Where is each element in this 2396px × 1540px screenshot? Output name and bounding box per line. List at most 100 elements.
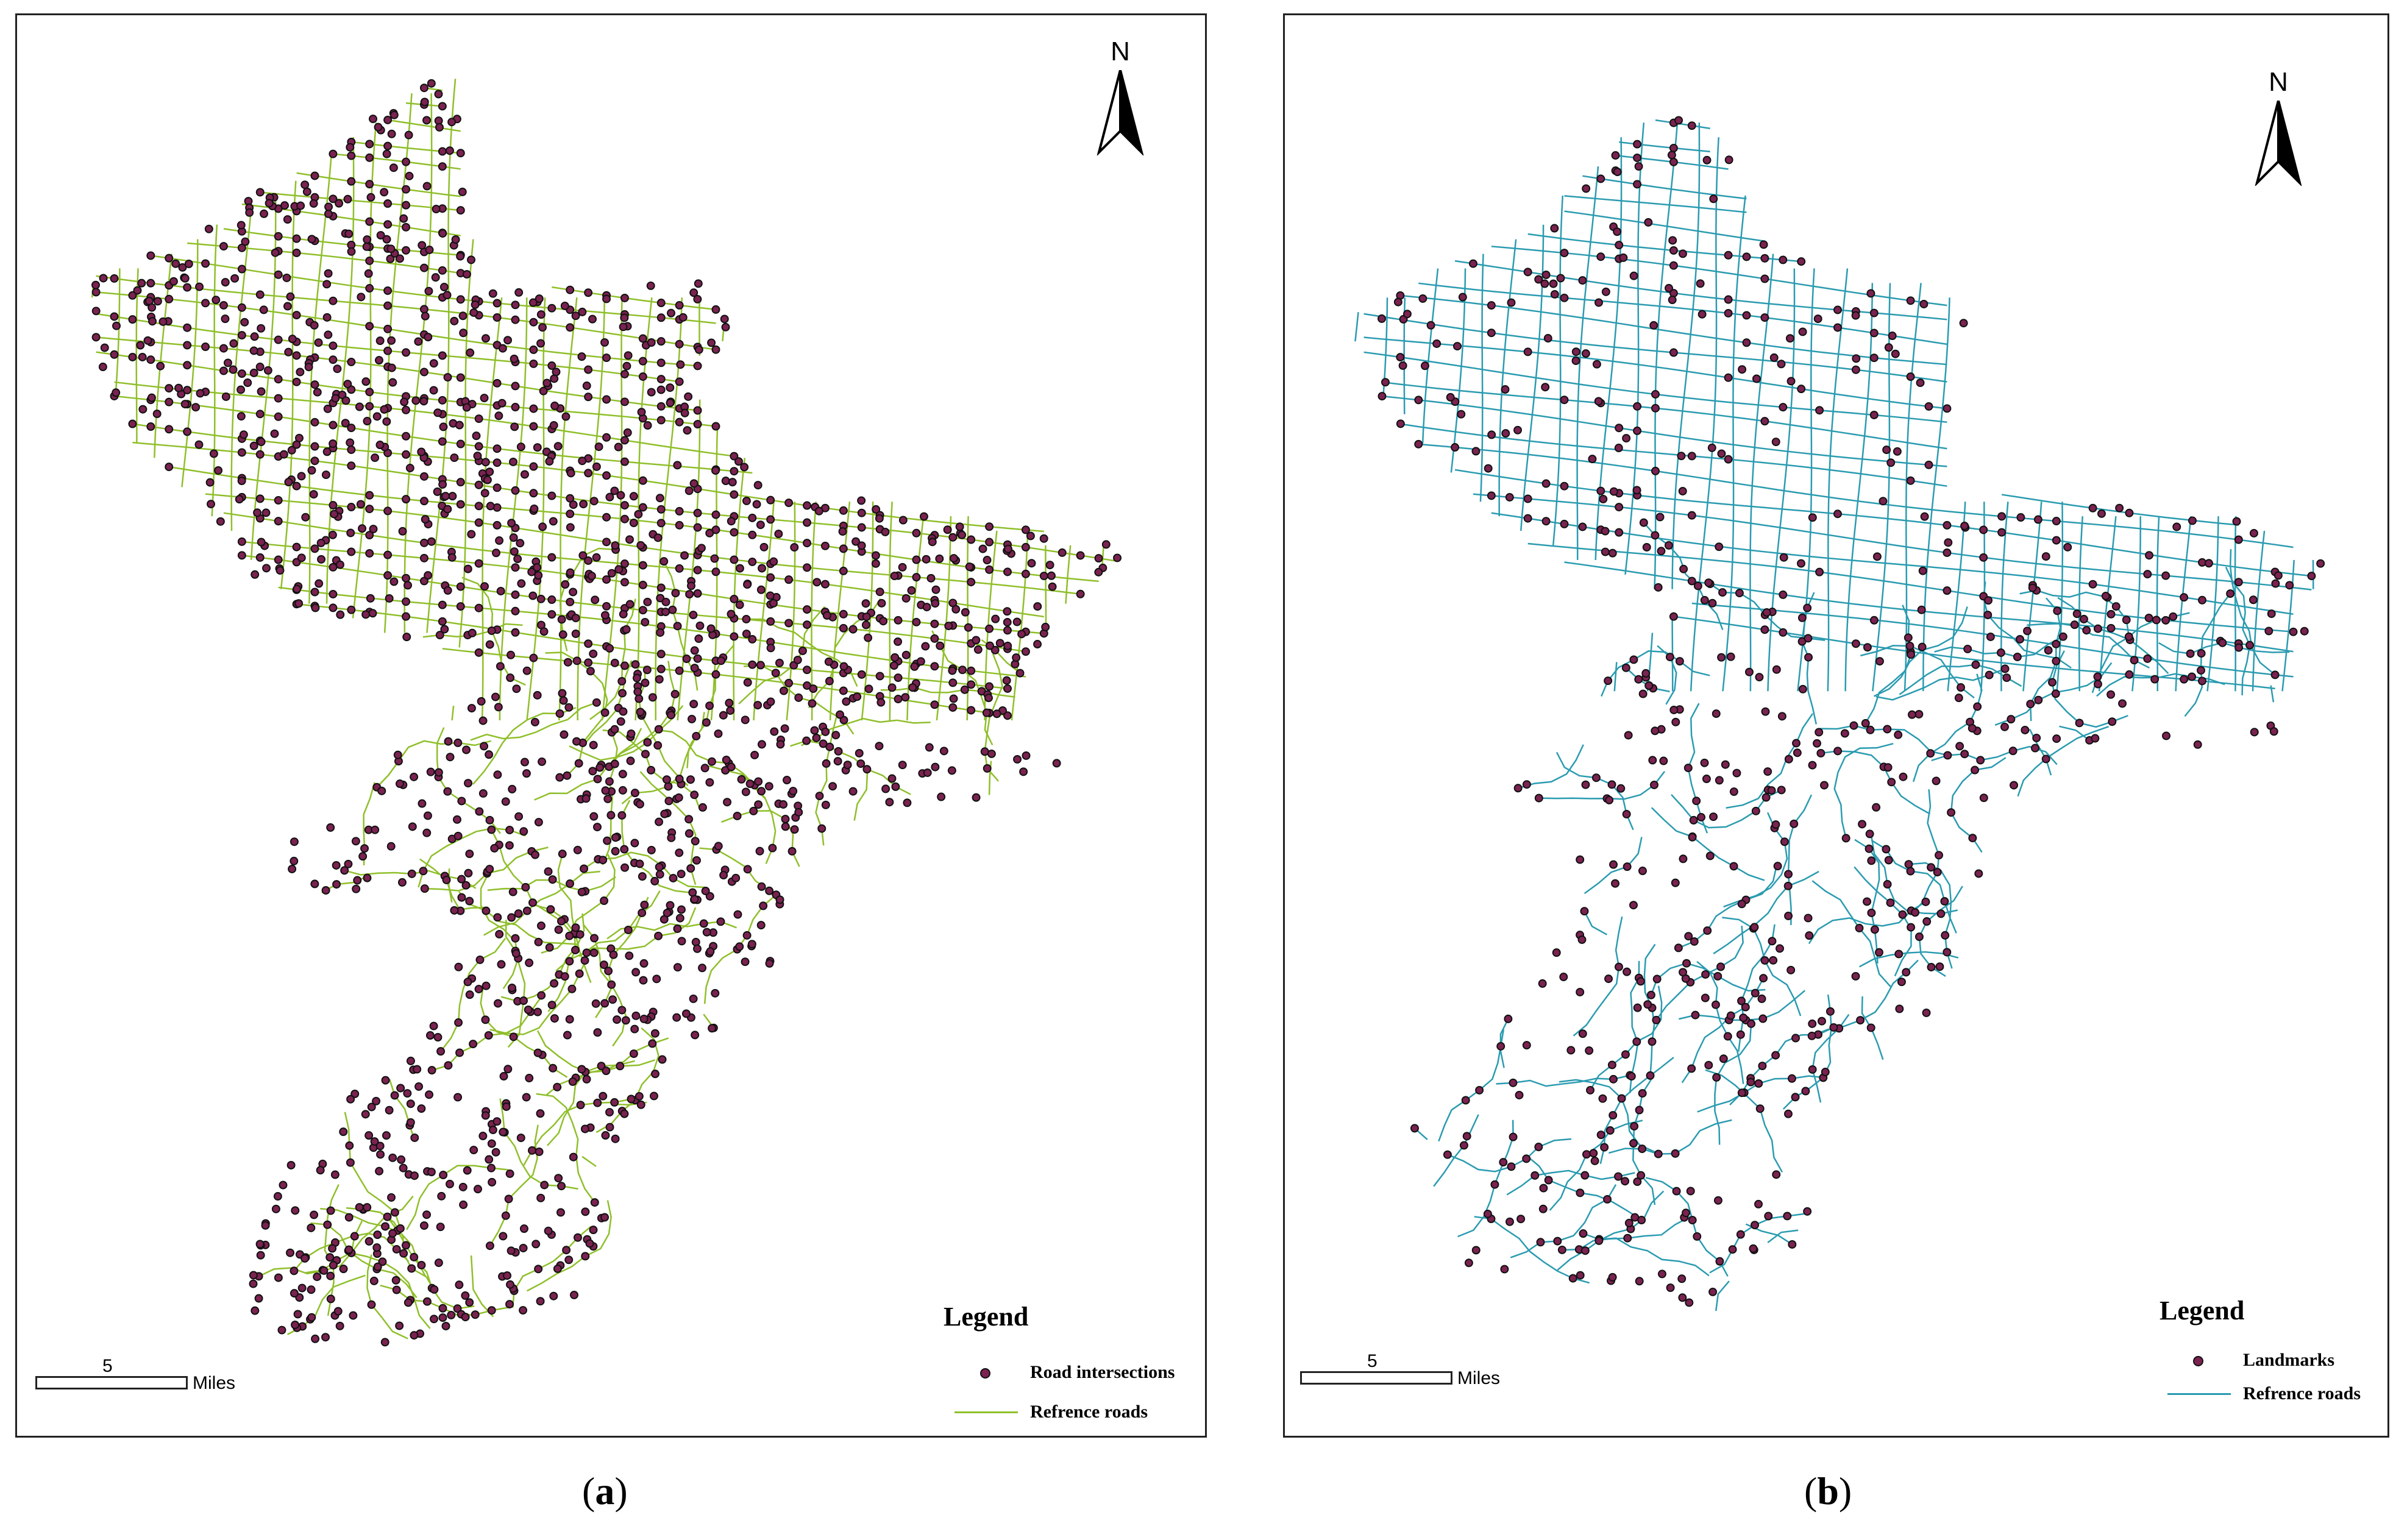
map-point [1665,283,1673,293]
map-point [1687,1064,1696,1073]
map-point [1905,642,1914,651]
map-point [1019,767,1028,776]
map-point [2088,503,2097,513]
map-point [1432,339,1442,348]
map-point [730,594,739,603]
map-point [642,665,652,675]
map-point [372,1096,381,1105]
map-point [446,753,455,762]
map-point [1709,194,1718,204]
road-segment [790,740,911,795]
road-segment [505,920,526,1048]
map-point [371,825,380,834]
map-point [632,673,641,683]
map-point [403,1298,413,1307]
map-point [667,308,675,318]
map-point [243,378,252,388]
map-point [1741,1002,1750,1012]
map-point [1003,684,1012,693]
map-point [534,1265,543,1274]
map-point [373,1230,382,1240]
map-point [1803,603,1812,612]
map-point [221,392,230,401]
map-point [382,149,391,158]
map-point [196,389,205,398]
map-point [1773,862,1782,871]
map-point [605,644,614,653]
map-point [1760,313,1769,322]
map-point [1617,1094,1626,1103]
map-point [898,562,907,572]
map-point [405,171,414,180]
map-point [633,687,642,697]
map-point [395,254,404,263]
map-point [363,873,372,882]
map-panel-b: N Legend Landmarks Refrence roads 5 Mile… [1283,13,2389,1438]
map-point [748,634,757,644]
map-point [1633,140,1642,149]
map-point [274,394,283,403]
map-point [1717,653,1726,662]
map-point [533,1048,542,1057]
map-point [505,1300,514,1309]
map-point [438,1313,447,1322]
map-point [1483,1209,1492,1218]
map-point [452,815,461,824]
map-point [1808,1065,1817,1074]
map-point [463,1166,472,1175]
map-point [675,506,684,516]
map-point [1882,845,1891,854]
road-segment [310,1222,418,1299]
map-point [456,582,465,591]
map-point [613,1015,622,1024]
map-point [1636,977,1645,986]
map-point [566,523,575,532]
map-point [471,300,480,309]
road-segment [406,1165,508,1230]
map-point [387,336,396,345]
map-point [1941,931,1950,940]
map-point [1684,932,1693,941]
map-point [620,501,629,510]
map-point [422,116,432,125]
point-symbol-icon [2193,1356,2203,1366]
map-point [1724,155,1733,165]
map-point [593,1098,602,1107]
map-point [335,199,344,208]
map-point [1904,860,1913,869]
map-point [584,365,593,374]
map-point [1611,879,1619,888]
map-point [1634,675,1643,684]
map-point [1760,254,1769,263]
map-point [937,792,946,801]
map-point [1791,1034,1800,1043]
map-point [469,1146,478,1155]
map-point [329,1261,338,1270]
map-point [1576,855,1585,864]
road-segment [480,873,519,989]
map-point [347,151,356,160]
map-point [456,252,465,261]
map-point [611,833,620,842]
map-point [322,280,332,289]
map-point [1505,492,1514,502]
map-point [1668,296,1677,304]
point-markers [1377,116,2325,1307]
road-segment [1904,283,1922,692]
map-point [288,864,297,873]
map-point [450,906,459,915]
map-point [183,427,192,436]
map-point [1689,815,1698,825]
map-point [277,1325,286,1335]
road-segment [260,191,461,211]
map-point [1571,357,1580,365]
map-point [347,547,356,556]
map-point [1968,834,1977,843]
map-point [499,1072,508,1081]
map-point [1808,513,1817,522]
map-point [321,470,330,480]
map-point [1757,994,1766,1003]
map-point [365,153,374,162]
map-point [2028,583,2037,592]
map-point [1003,618,1012,627]
